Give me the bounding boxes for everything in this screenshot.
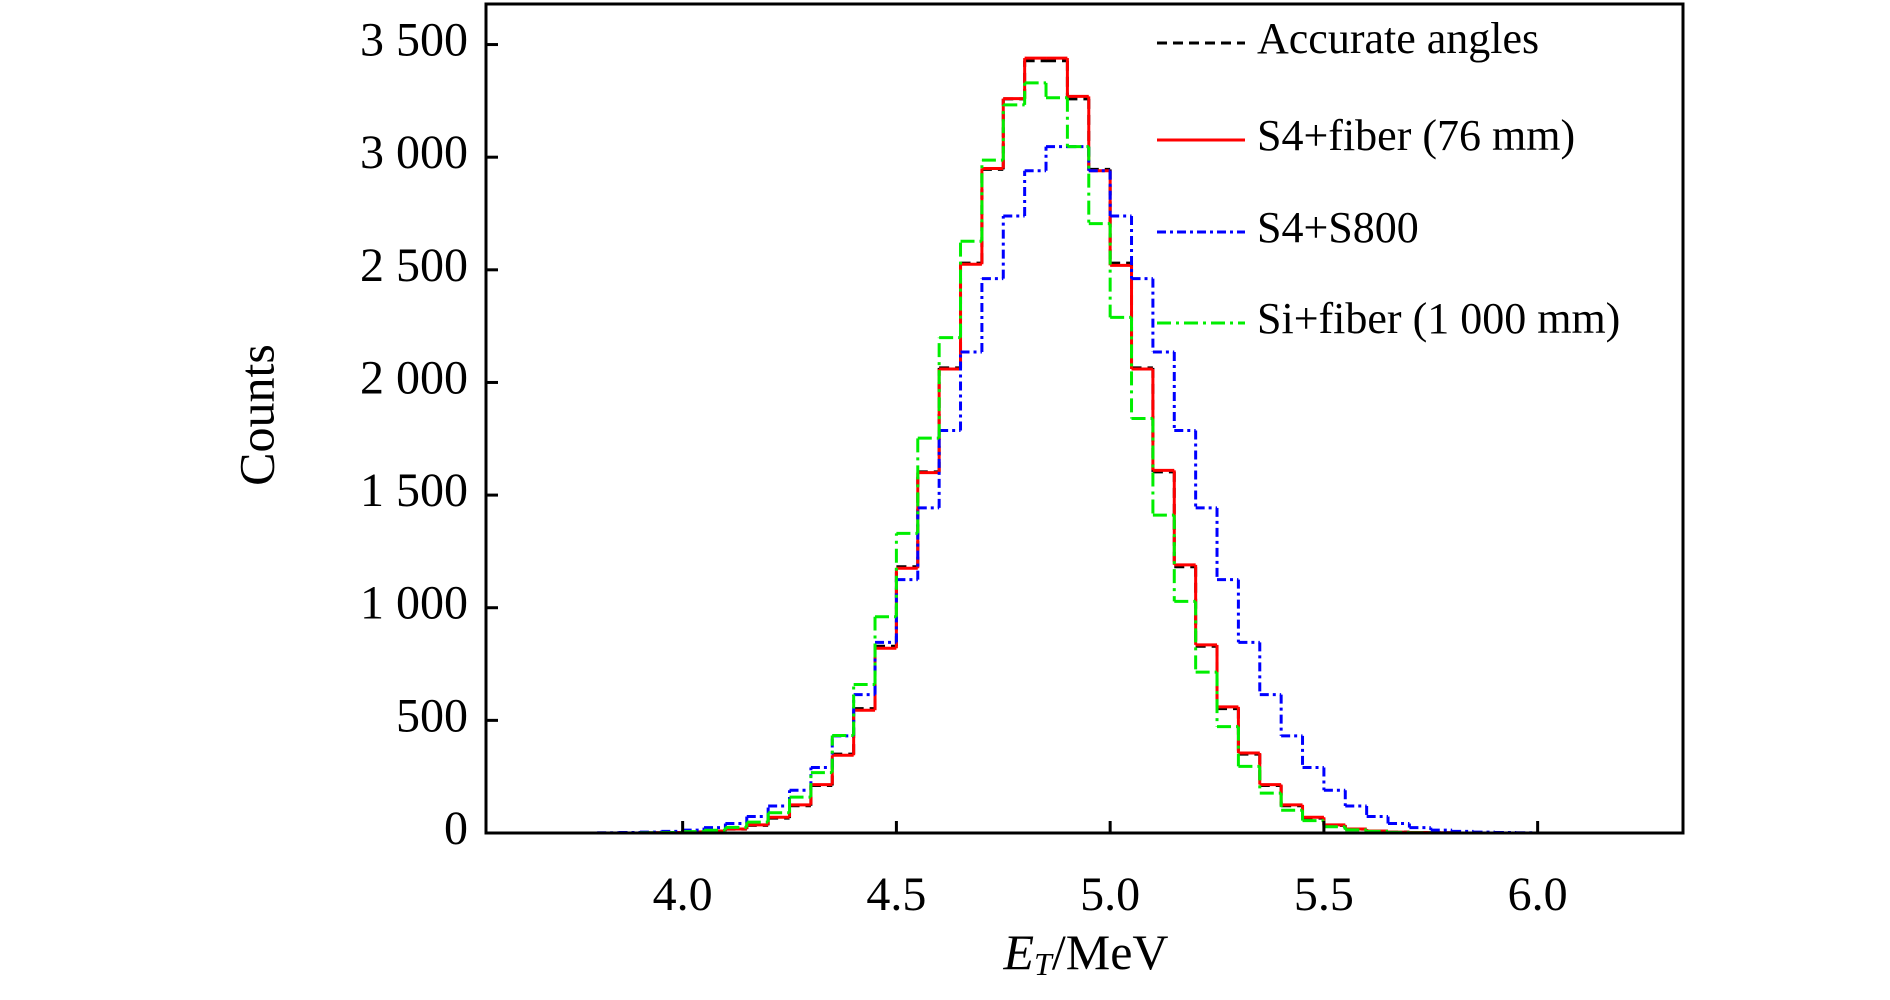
y-tick-label: 0 bbox=[444, 802, 468, 855]
plot-frame bbox=[484, 2, 1685, 835]
y-tick-label: 1 500 bbox=[360, 464, 468, 517]
x-tick-label: 4.5 bbox=[866, 868, 926, 921]
plot-area bbox=[597, 56, 1624, 835]
legend-label: S4+S800 bbox=[1257, 203, 1419, 252]
y-axis-label: Counts bbox=[228, 344, 284, 486]
y-tick-label: 2 500 bbox=[360, 239, 468, 292]
x-tick-label: 5.5 bbox=[1294, 868, 1354, 921]
y-tick-label: 3 000 bbox=[360, 126, 468, 179]
legend-label: S4+fiber (76 mm) bbox=[1257, 111, 1575, 160]
x-axis-label: ET/MeV bbox=[1003, 924, 1169, 982]
legend-label: Si+fiber (1 000 mm) bbox=[1257, 294, 1620, 343]
x-label-subscript: T bbox=[1034, 946, 1054, 982]
legend: Accurate angles S4+fiber (76 mm) S4+S800 Si… bbox=[1157, 14, 1620, 343]
x-tick-label: 4.0 bbox=[653, 868, 713, 921]
y-tick-label: 3 500 bbox=[360, 14, 468, 67]
legend-label: Accurate angles bbox=[1257, 14, 1539, 63]
y-tick-label: 2 000 bbox=[360, 351, 468, 404]
x-label-unit: /MeV bbox=[1052, 924, 1169, 980]
x-label-symbol: E bbox=[1003, 924, 1035, 980]
y-tick-label: 1 000 bbox=[360, 577, 468, 630]
x-tick-label: 5.0 bbox=[1080, 868, 1140, 921]
y-tick-label: 500 bbox=[396, 689, 468, 742]
x-tick-label: 6.0 bbox=[1508, 868, 1568, 921]
